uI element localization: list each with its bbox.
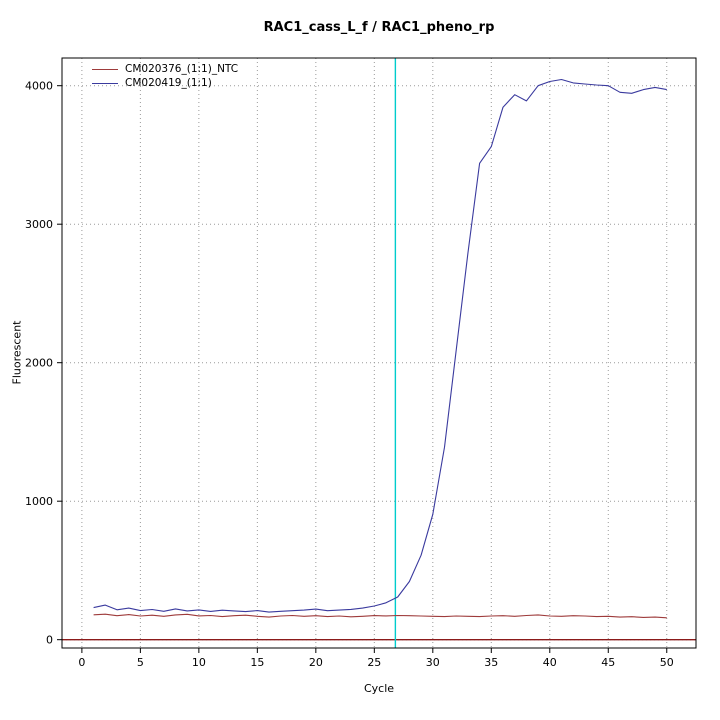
legend-line-swatch-sample [92,82,118,84]
legend-line-swatch-ntc [92,68,118,70]
plot-border [61,57,697,649]
legend-item: CM020376_(1:1)_NTC [92,62,238,76]
chart-title: RAC1_cass_L_f / RAC1_pheno_rp [263,20,495,35]
y-tick-label: 0 [46,634,53,647]
series-line-1 [93,78,667,613]
y-tick-label: 1000 [25,495,53,508]
x-tick-label: 45 [601,656,615,669]
x-axis-label: Cycle [363,682,395,695]
y-tick-label: 2000 [25,357,53,370]
x-tick-label: 15 [250,656,264,669]
x-tick-label: 10 [192,656,206,669]
x-tick-label: 35 [484,656,498,669]
x-tick-label: 5 [137,656,144,669]
legend: CM020376_(1:1)_NTC CM020419_(1:1) [92,62,238,90]
legend-label: CM020419_(1:1) [125,77,212,89]
x-tick-label: 40 [543,656,557,669]
x-tick-label: 25 [367,656,381,669]
x-tick-label: 50 [660,656,674,669]
legend-label: CM020376_(1:1)_NTC [125,63,239,75]
y-tick-label: 3000 [25,218,53,231]
x-tick-label: 20 [309,656,323,669]
x-tick-label: 30 [426,656,440,669]
series-line-0 [93,613,667,619]
y-tick-label: 4000 [25,80,53,93]
legend-item: CM020419_(1:1) [92,76,238,90]
x-tick-label: 0 [78,656,85,669]
